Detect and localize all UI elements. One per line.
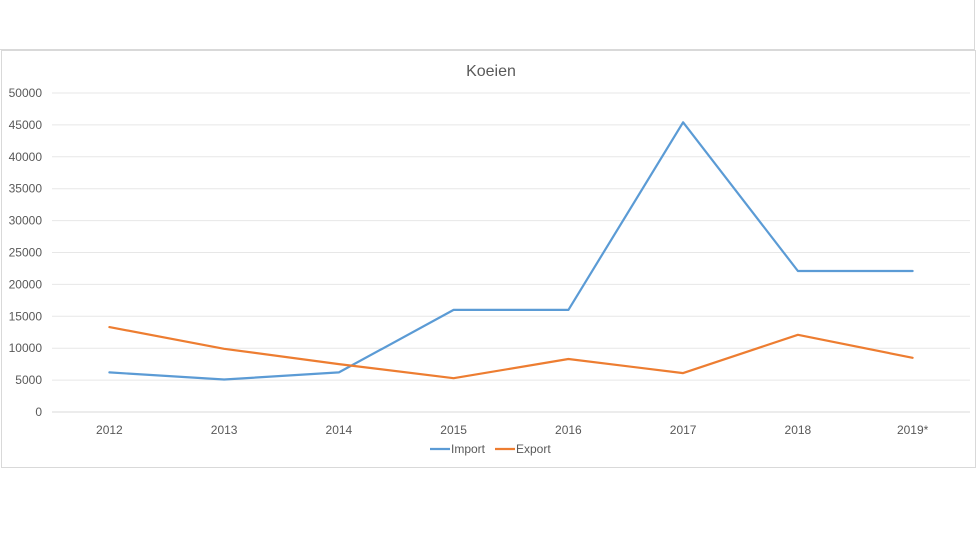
x-tick-label: 2017 [670,423,697,437]
y-tick-label: 50000 [9,86,43,100]
legend-label: Import [451,442,486,456]
line-chart: Koeien 0 5000 10000 15000 20000 25000 30000 350… [9,63,970,456]
top-frame [0,0,975,50]
x-tick-label: 2013 [211,423,238,437]
y-tick-label: 10000 [9,341,43,355]
x-tick-label: 2012 [96,423,123,437]
legend-label: Export [516,442,551,456]
series-lines [108,121,914,381]
x-tick-label: 2016 [555,423,582,437]
chart-frame: Koeien 0 5000 10000 15000 20000 25000 30000 350… [1,50,976,468]
x-tick-label: 2014 [326,423,353,437]
series-line-export [108,326,914,380]
y-tick-label: 20000 [9,277,43,291]
x-tick-label: 2015 [440,423,467,437]
y-tick-label: 35000 [9,182,43,196]
y-tick-label: 40000 [9,150,43,164]
x-tick-label: 2018 [785,423,812,437]
y-tick-label: 0 [35,405,42,419]
y-tick-label: 30000 [9,214,43,228]
y-tick-label: 5000 [15,373,42,387]
y-tick-label: 25000 [9,246,43,260]
y-tick-label: 45000 [9,118,43,132]
x-axis-ticks: 2012 2013 2014 2015 2016 2017 2018 2019* [96,423,929,437]
y-axis-ticks: 0 5000 10000 15000 20000 25000 30000 35000 40000… [9,86,43,419]
chart-title: Koeien [466,63,516,80]
series-line-import [108,121,914,381]
legend: Import Export [430,442,551,456]
gridlines [52,92,970,413]
x-tick-label: 2019* [897,423,929,437]
y-tick-label: 15000 [9,309,43,323]
